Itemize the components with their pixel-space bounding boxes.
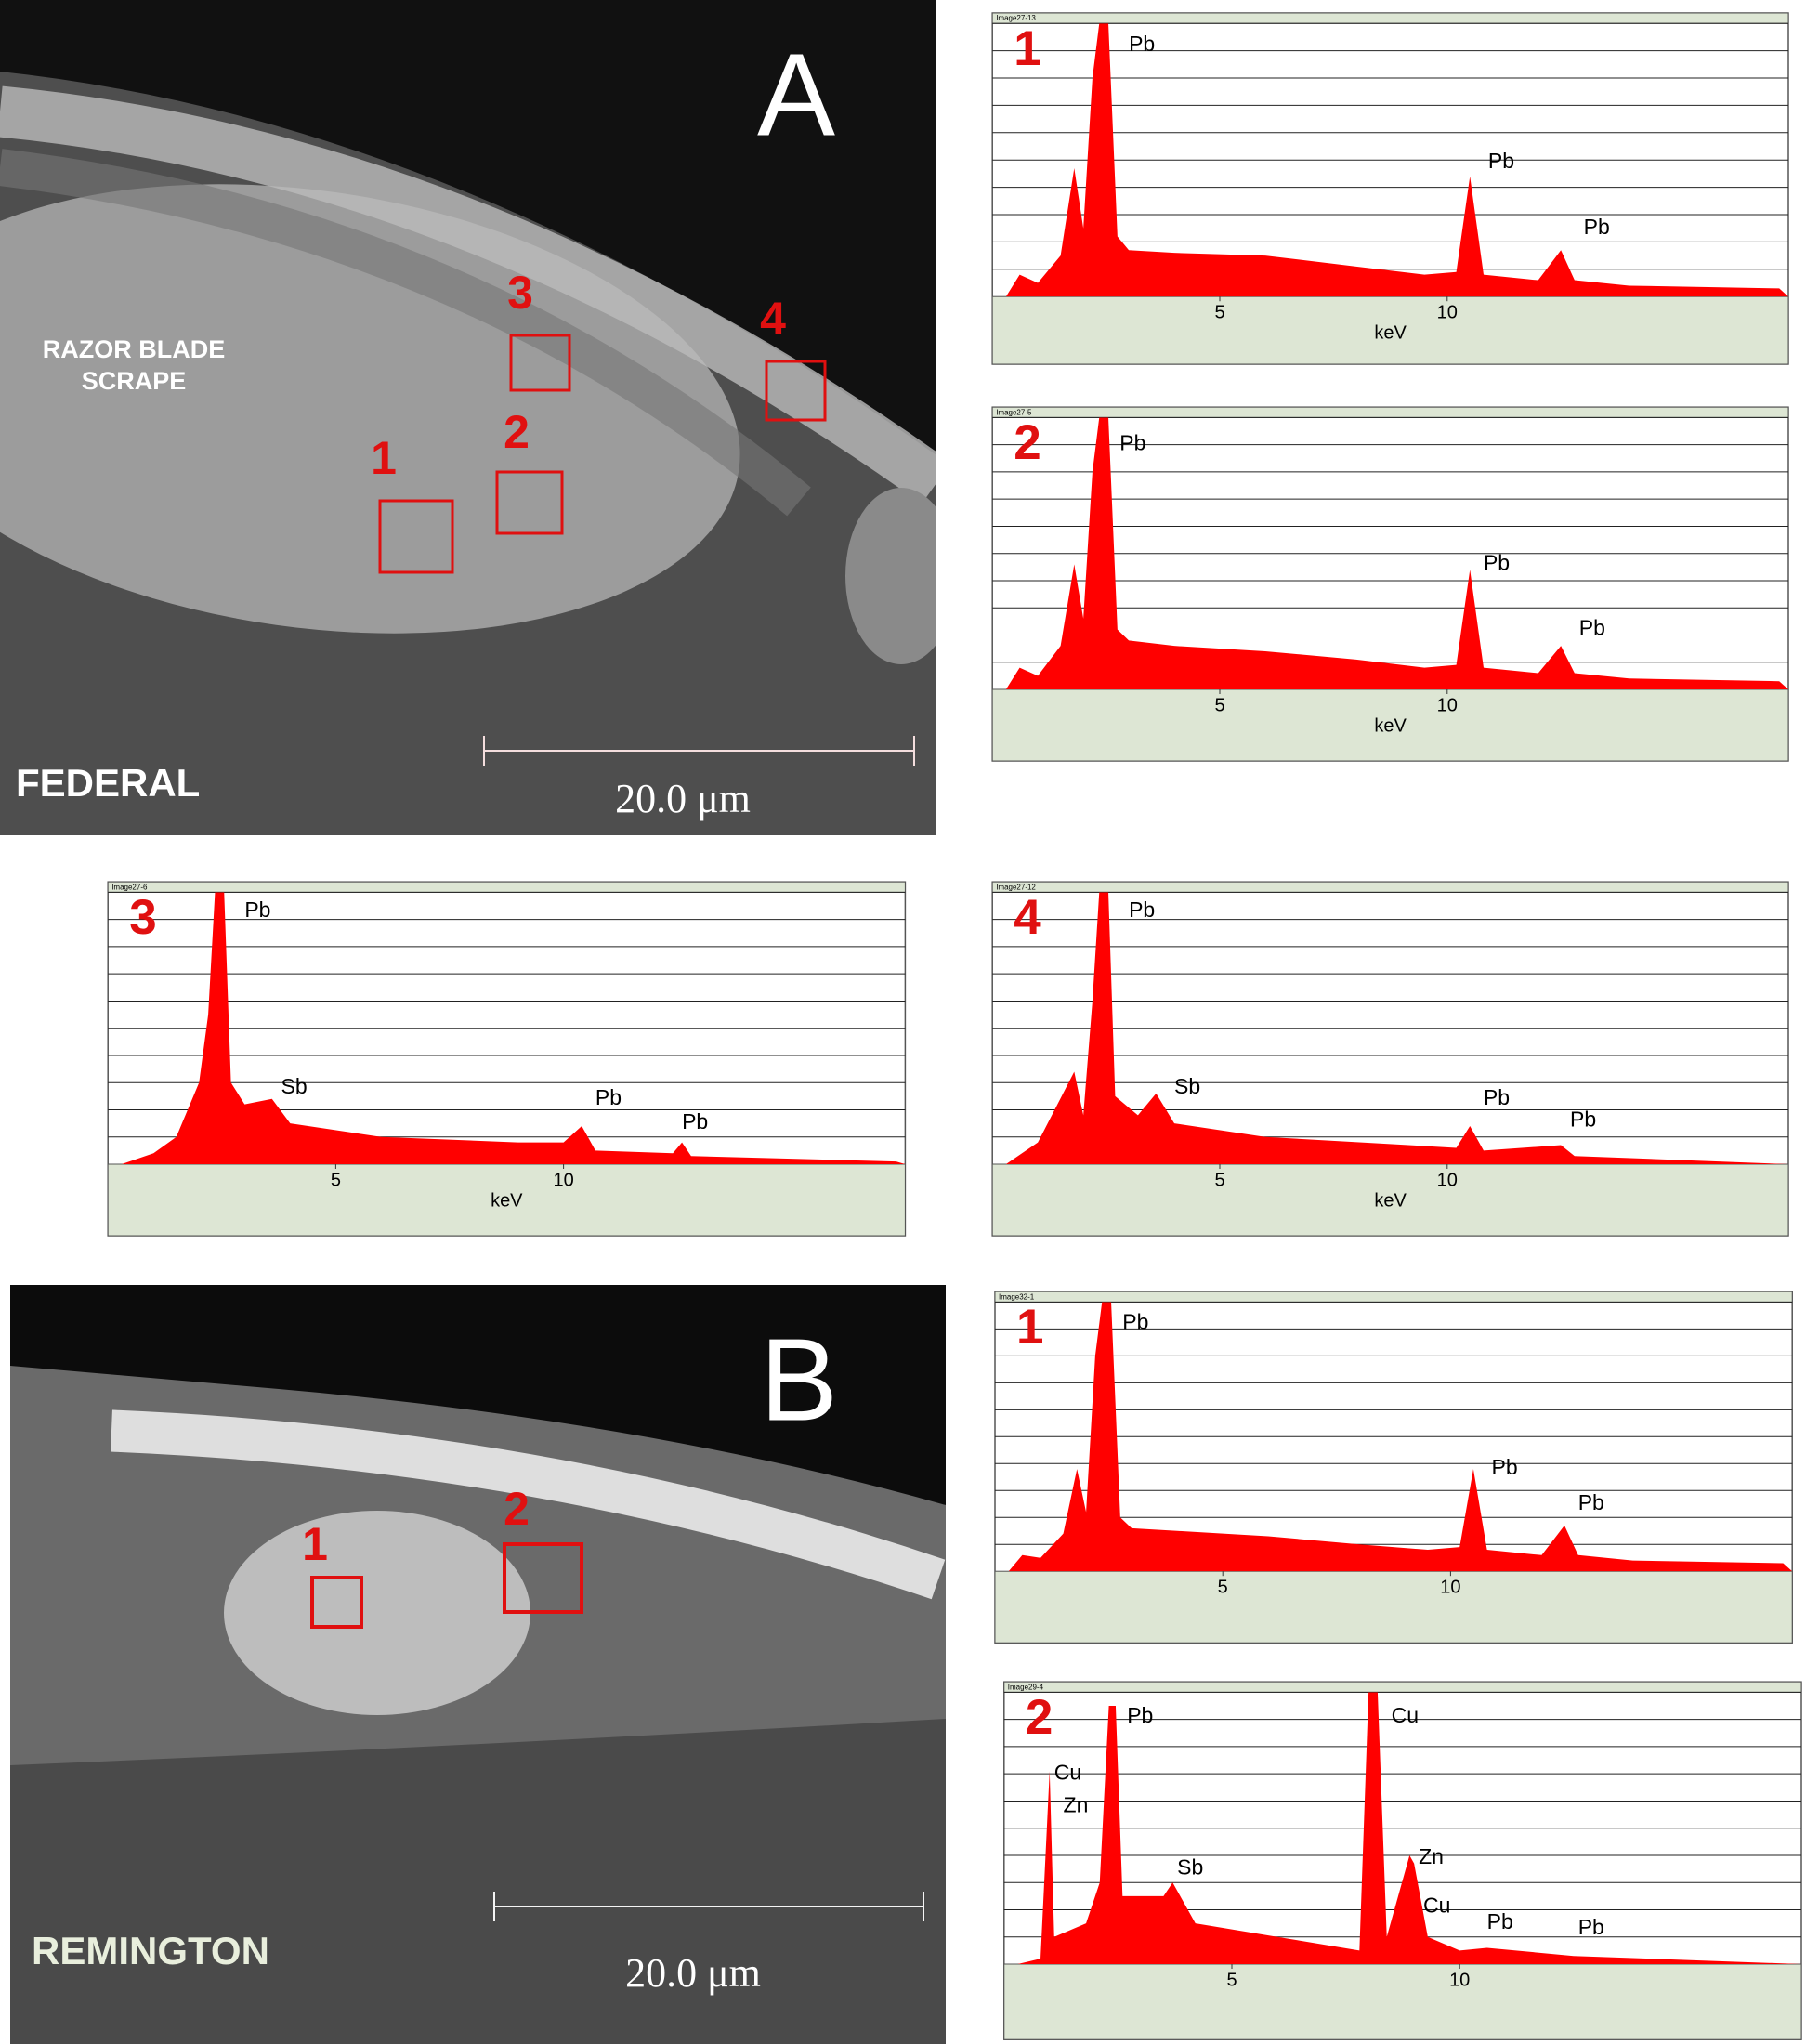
peak-label: Zn: [1419, 1844, 1444, 1868]
spectrum-header: Image27-5: [996, 408, 1032, 416]
x-tick-label: 10: [1449, 1970, 1470, 1990]
region-label: 1: [302, 1518, 328, 1570]
x-tick-label: 5: [1214, 1170, 1224, 1190]
region-label: 1: [371, 432, 397, 484]
spectrum-area: [121, 892, 906, 1164]
x-axis-label: keV: [1374, 715, 1407, 736]
region-label: 3: [507, 267, 533, 319]
axis-strip: [107, 1163, 906, 1237]
region-label: 4: [760, 293, 786, 345]
axis-strip: [991, 688, 1789, 762]
peak-label: Cu: [1054, 1760, 1081, 1784]
spectrum-area: [1005, 23, 1788, 297]
peak-label: Cu: [1423, 1893, 1450, 1918]
x-tick-label: 5: [331, 1170, 341, 1190]
header-bar: [991, 12, 1789, 24]
x-tick-label: 5: [1226, 1970, 1237, 1990]
peak-label: Sb: [281, 1074, 308, 1098]
spectrum-header: Image32-1: [999, 1292, 1035, 1301]
axis-strip: [994, 1570, 1793, 1644]
spectrum-area: [1005, 892, 1788, 1164]
spectrum-area: [1008, 1302, 1793, 1572]
x-tick-label: 5: [1214, 302, 1224, 322]
axis-strip: [991, 295, 1789, 365]
peak-label: Sb: [1177, 1855, 1203, 1880]
peak-label: Pb: [1122, 1310, 1148, 1334]
peak-label: Pb: [682, 1109, 708, 1133]
peak-label: Pb: [1488, 149, 1514, 173]
peak-label: Pb: [1127, 1703, 1153, 1727]
header-bar: [991, 881, 1789, 893]
peak-label: Pb: [1492, 1455, 1518, 1479]
spectrum-label: 3: [129, 890, 156, 945]
sample-name: FEDERAL: [16, 761, 200, 805]
header-bar: [991, 406, 1789, 418]
annotation: RAZOR BLADE: [43, 335, 226, 363]
peak-label: Pb: [1578, 1490, 1604, 1514]
micrograph-a: 1 2 3 4 A RAZOR BLADE SCRAPE FEDERAL 20.…: [0, 0, 936, 835]
panel-letter: A: [757, 29, 835, 160]
peak-label: Pb: [595, 1085, 622, 1109]
x-tick-label: 10: [553, 1170, 573, 1190]
peak-label: Pb: [1484, 1085, 1510, 1109]
peak-label: Cu: [1392, 1703, 1419, 1727]
x-tick-label: 10: [1437, 695, 1458, 715]
scale-bar-label: 20.0 μm: [625, 1950, 761, 1996]
x-tick-label: 10: [1437, 302, 1458, 322]
x-tick-label: 5: [1218, 1577, 1228, 1597]
panel-letter: B: [760, 1314, 838, 1445]
peak-label: Pb: [1578, 1915, 1604, 1939]
header-bar: [107, 881, 906, 893]
spectrum-label: 2: [1026, 1690, 1053, 1745]
x-tick-label: 10: [1437, 1170, 1458, 1190]
header-bar: [994, 1291, 1793, 1303]
peak-label: Pb: [1584, 215, 1610, 239]
region-label: 2: [504, 406, 530, 458]
spectrum-header: Image29-4: [1008, 1683, 1044, 1691]
peak-label: Sb: [1174, 1074, 1200, 1098]
spectrum-label: 2: [1014, 415, 1040, 470]
peak-label: Pb: [1119, 431, 1145, 455]
sample-name: REMINGTON: [32, 1929, 269, 1972]
peak-label: Pb: [1487, 1909, 1513, 1933]
spectrum-label: 1: [1016, 1300, 1043, 1355]
annotation: SCRAPE: [82, 367, 187, 395]
peak-label: Zn: [1064, 1792, 1089, 1816]
x-axis-label: keV: [1374, 1190, 1407, 1211]
peak-label: Pb: [1129, 898, 1155, 922]
peak-label: Pb: [1129, 32, 1155, 56]
axis-strip: [991, 1163, 1789, 1237]
spectrum-label: 1: [1014, 21, 1040, 76]
scale-bar-label: 20.0 μm: [615, 776, 751, 821]
spectrum-area: [1005, 417, 1788, 689]
region-label: 2: [504, 1483, 530, 1535]
x-tick-label: 10: [1440, 1577, 1460, 1597]
micrograph-b: 1 2 B REMINGTON 20.0 μm: [10, 1285, 946, 2044]
spectrum-header: Image27-6: [111, 883, 148, 891]
spectrum-label: 4: [1014, 890, 1041, 945]
spectrum-area: [1017, 1692, 1801, 1964]
peak-label: Pb: [1579, 616, 1605, 640]
peak-label: Pb: [244, 898, 270, 922]
axis-strip: [1003, 1963, 1802, 2040]
spectrum-header: Image27-13: [996, 14, 1036, 22]
peak-label: Pb: [1484, 550, 1510, 574]
x-axis-label: keV: [1374, 322, 1407, 343]
x-tick-label: 5: [1214, 695, 1224, 715]
spectrum-header: Image27-12: [996, 883, 1036, 891]
header-bar: [1003, 1681, 1802, 1693]
x-axis-label: keV: [491, 1190, 523, 1211]
peak-label: Pb: [1570, 1107, 1596, 1131]
